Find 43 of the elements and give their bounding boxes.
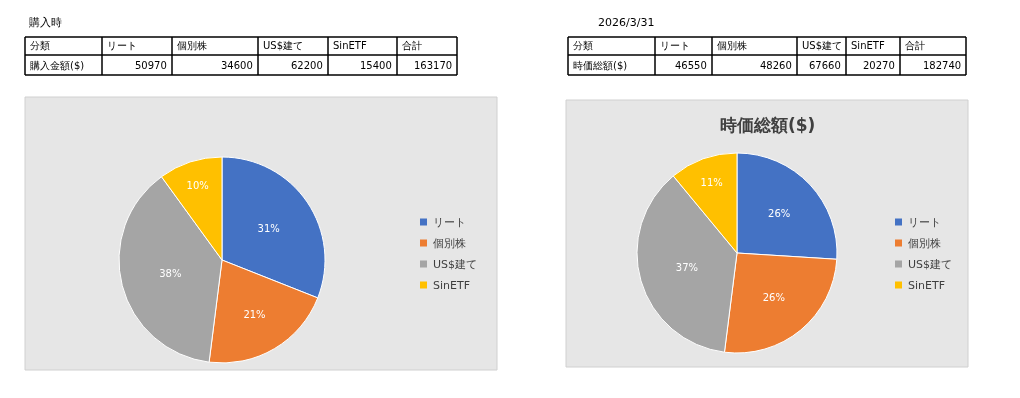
chart-title: 時価総額($) xyxy=(720,115,816,135)
data-label: 38% xyxy=(159,267,182,279)
legend-label: US$建て xyxy=(908,258,953,271)
data-label: 10% xyxy=(186,179,209,191)
text: 48260 xyxy=(760,60,792,71)
text: リート xyxy=(107,40,137,51)
legend-label: SinETF xyxy=(908,279,946,292)
text: 182740 xyxy=(923,60,962,71)
text: リート xyxy=(660,40,690,51)
text: 34600 xyxy=(221,60,253,71)
data-label: 21% xyxy=(243,309,266,321)
text: 時価総額($) xyxy=(573,60,628,71)
text: 合計 xyxy=(905,40,925,51)
text: 分類 xyxy=(573,40,593,51)
text: US$建て xyxy=(802,40,843,51)
legend-label: 個別株 xyxy=(908,237,941,250)
legend-label: SinETF xyxy=(433,279,471,292)
text: 46550 xyxy=(675,60,707,71)
text: 購入金額($) xyxy=(30,60,85,71)
text: SinETF xyxy=(851,40,885,51)
text: US$建て xyxy=(263,40,304,51)
text: 分類 xyxy=(30,40,50,51)
data-label: 31% xyxy=(257,222,280,234)
text: 20270 xyxy=(863,60,895,71)
text: 67660 xyxy=(809,60,841,71)
data-label: 26% xyxy=(768,207,791,219)
data-label: 26% xyxy=(762,292,785,304)
legend-label: リート xyxy=(433,216,466,229)
chart-subtitle: 2026/3/31 xyxy=(598,16,655,29)
text: 個別株 xyxy=(177,40,207,51)
text: 50970 xyxy=(135,60,167,71)
legend-label: 個別株 xyxy=(433,237,466,250)
text: 合計 xyxy=(402,40,422,51)
text: SinETF xyxy=(333,40,367,51)
text: 個別株 xyxy=(717,40,747,51)
chart-subtitle: 購入時 xyxy=(29,16,62,29)
text: 163170 xyxy=(414,60,453,71)
text: 62200 xyxy=(291,60,323,71)
data-label: 37% xyxy=(675,262,699,274)
legend-label: US$建て xyxy=(433,258,478,271)
legend-label: リート xyxy=(908,216,941,229)
data-label: 11% xyxy=(700,177,723,189)
text: 15400 xyxy=(360,60,392,71)
